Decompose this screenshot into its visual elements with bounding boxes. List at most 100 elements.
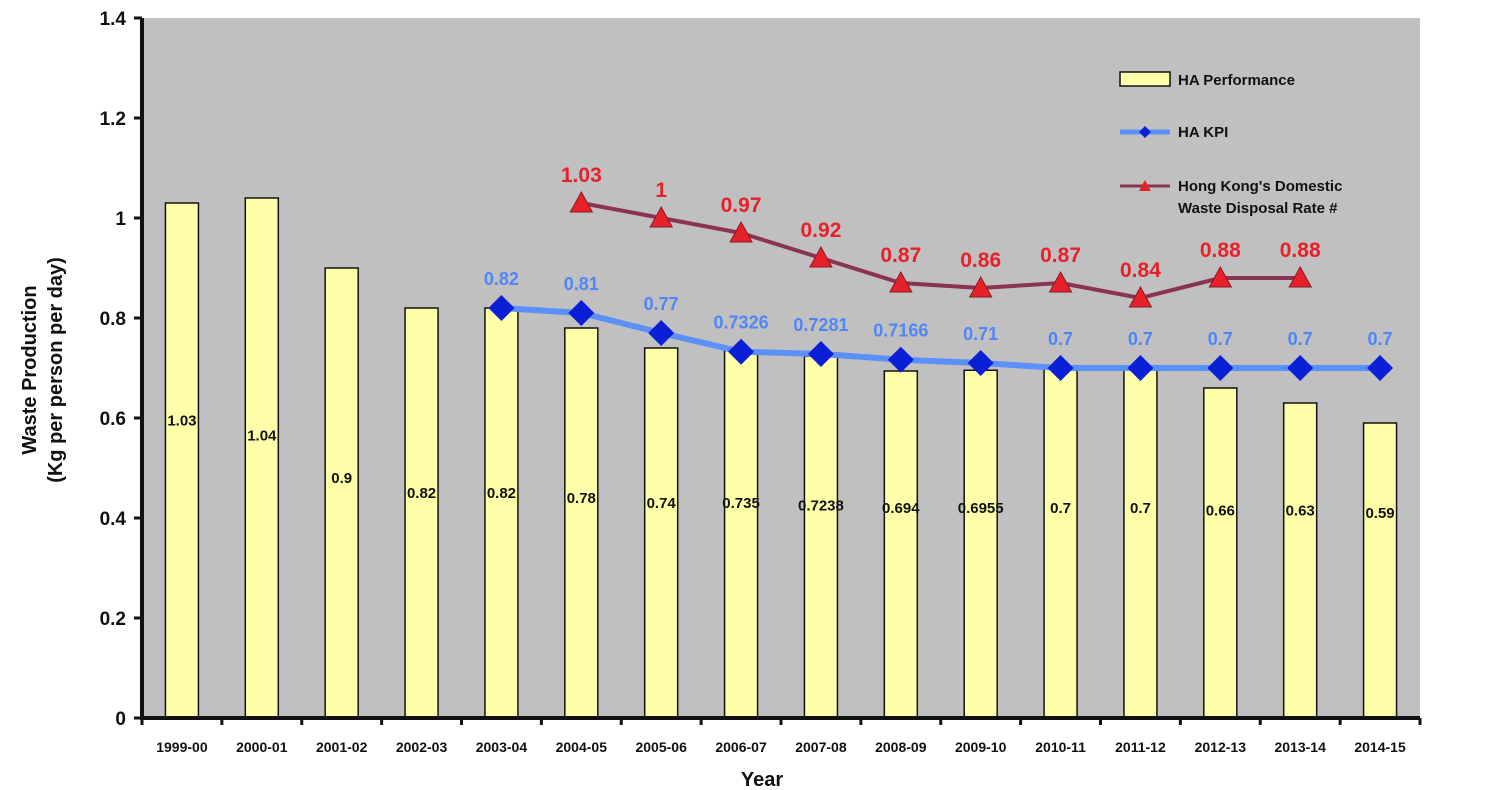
x-tick-label: 2010-11 — [1035, 739, 1086, 755]
diamond-marker — [1207, 355, 1234, 381]
diamond-marker — [1127, 355, 1154, 381]
x-tick-label: 2009-10 — [955, 739, 1007, 755]
bar-2004-05 — [564, 327, 599, 719]
bar-value-label: 0.694 — [882, 500, 920, 517]
bar-value-label: 0.59 — [1365, 505, 1394, 522]
y-tick-label: 0 — [115, 709, 126, 730]
y-tick-label: 0.4 — [100, 509, 127, 530]
bar-value-label: 0.74 — [647, 495, 677, 512]
triangle-marker — [809, 245, 833, 268]
legend-swatch-ha-performance — [1119, 71, 1171, 87]
x-tick-label: 2005-06 — [635, 739, 687, 755]
diamond-marker — [1047, 355, 1074, 381]
triangle-marker — [1128, 285, 1153, 308]
x-axis-title: Year — [741, 769, 783, 790]
legend: HA Performance HA KPI Hong Kong's Domest… — [1119, 71, 1342, 217]
triangle-marker — [569, 190, 594, 213]
y-tick-label: 1 — [115, 209, 126, 230]
bar-value-label: 0.6955 — [958, 500, 1004, 517]
bars-layer — [164, 197, 1398, 719]
series-1-value-label: 0.7281 — [793, 315, 848, 335]
x-tick-label: 1999-00 — [156, 739, 208, 755]
bar-2003-04 — [484, 307, 519, 719]
legend-label-hk-rate-line1: Hong Kong's Domestic — [1178, 178, 1342, 195]
y-tick-label: 1.4 — [100, 9, 127, 30]
series-1-value-label: 0.71 — [963, 324, 998, 344]
x-tick-label: 2000-01 — [236, 739, 288, 755]
y-tick-label: 0.6 — [100, 409, 126, 430]
diamond-marker — [807, 340, 834, 367]
bar-value-label: 0.7238 — [798, 498, 844, 515]
bar-2000-01 — [244, 197, 280, 719]
legend-marker-hk-rate — [1139, 180, 1151, 191]
bar-2010-11 — [1043, 367, 1078, 719]
series-2-value-label: 0.88 — [1200, 239, 1241, 262]
triangle-marker — [1208, 265, 1233, 288]
y-axis-title-line1: Waste Production — [19, 285, 41, 454]
x-tick-label: 2014-15 — [1354, 739, 1406, 755]
bar-value-label: 1.03 — [167, 413, 196, 430]
x-tick-label: 2002-03 — [396, 739, 448, 755]
series-2-value-label: 1 — [655, 179, 667, 202]
bar-2008-09 — [883, 370, 919, 719]
bar-value-label: 0.78 — [567, 490, 596, 507]
bar-2007-08 — [803, 355, 839, 719]
bar-2012-13 — [1203, 387, 1238, 719]
diamond-marker — [1287, 355, 1314, 381]
bar-value-label: 0.9 — [331, 470, 352, 487]
x-tick-label: 2001-02 — [316, 739, 368, 755]
series-1-value-label: 0.7326 — [714, 313, 769, 333]
series-1-value-label: 0.81 — [564, 274, 599, 294]
bar-value-label: 0.7 — [1130, 500, 1151, 517]
series-1-value-label: 0.7 — [1048, 329, 1073, 349]
triangle-marker — [729, 220, 753, 243]
x-tick-label: 2004-05 — [556, 739, 608, 755]
diamond-marker — [728, 338, 755, 365]
bar-2013-14 — [1282, 402, 1318, 719]
lines-layer — [488, 190, 1394, 381]
bar-2002-03 — [404, 307, 439, 719]
series-1-value-label: 0.82 — [484, 269, 519, 289]
bar-1999-00 — [164, 202, 200, 719]
series-2-value-label: 0.84 — [1120, 259, 1161, 282]
series-line-2 — [580, 201, 1301, 300]
x-tick-label: 2011-12 — [1115, 739, 1166, 755]
diamond-marker — [967, 350, 994, 376]
x-tick-label: 2008-09 — [875, 739, 927, 755]
x-tick-label: 2012-13 — [1195, 739, 1247, 755]
series-2-value-label: 0.97 — [721, 194, 762, 217]
bar-2006-07 — [723, 349, 759, 719]
bar-value-label: 0.66 — [1206, 503, 1235, 520]
y-tick-label: 1.2 — [100, 109, 126, 130]
diamond-marker — [568, 300, 595, 326]
series-1-value-label: 0.7 — [1368, 329, 1393, 349]
bar-2001-02 — [324, 267, 359, 719]
bar-value-label: 0.735 — [722, 495, 760, 512]
diamond-marker — [1367, 355, 1394, 381]
triangle-marker — [649, 205, 674, 228]
series-1-value-label: 0.7 — [1208, 329, 1233, 349]
triangle-marker — [888, 270, 913, 293]
series-1-value-label: 0.77 — [644, 294, 679, 314]
series-2-value-label: 0.88 — [1280, 239, 1321, 262]
bar-value-label: 0.82 — [407, 485, 436, 502]
bar-value-label: 0.7 — [1050, 500, 1071, 517]
series-2-value-label: 0.92 — [801, 219, 842, 242]
y-axis-title-line2: (Kg per person per day) — [45, 257, 67, 483]
diamond-marker — [887, 346, 914, 373]
legend-marker-ha-kpi — [1139, 126, 1151, 138]
y-tick-label: 0.2 — [100, 609, 126, 630]
triangle-marker — [1288, 265, 1313, 288]
bar-value-label: 0.82 — [487, 485, 516, 502]
bar-2014-15 — [1362, 422, 1398, 719]
legend-label-hk-rate-line2: Waste Disposal Rate # — [1178, 200, 1338, 217]
series-line-1 — [501, 305, 1381, 371]
bar-value-label: 0.63 — [1286, 503, 1315, 520]
diamond-marker — [648, 320, 675, 346]
bar-value-label: 1.04 — [247, 428, 277, 445]
y-tick-label: 0.8 — [100, 309, 126, 330]
bar-2011-12 — [1123, 367, 1158, 719]
legend-label-ha-performance: HA Performance — [1178, 72, 1295, 89]
